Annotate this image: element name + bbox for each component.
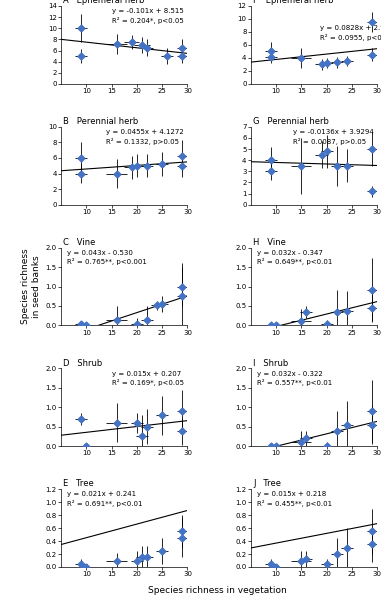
Text: y = -0.0136x + 3.9294
R² = 0.0087, p>0.05: y = -0.0136x + 3.9294 R² = 0.0087, p>0.0… xyxy=(293,129,373,145)
Text: y = 0.0828x + 2.941
R² = 0.0955, p<0.05: y = 0.0828x + 2.941 R² = 0.0955, p<0.05 xyxy=(320,25,381,41)
Text: y = 0.0455x + 4.1272
R² = 0.1332, p>0.05: y = 0.0455x + 4.1272 R² = 0.1332, p>0.05 xyxy=(106,129,184,145)
Text: C   Vine: C Vine xyxy=(64,238,96,247)
Text: y = 0.021x + 0.241
R² = 0.691**, p<0.01: y = 0.021x + 0.241 R² = 0.691**, p<0.01 xyxy=(67,491,143,507)
Text: y = 0.032x - 0.347
R² = 0.649**, p<0.01: y = 0.032x - 0.347 R² = 0.649**, p<0.01 xyxy=(257,250,332,265)
Text: y = 0.043x - 0.530
R² = 0.765**, p<0.001: y = 0.043x - 0.530 R² = 0.765**, p<0.001 xyxy=(67,250,147,265)
Text: y = -0.101x + 8.515
R² = 0.204*, p<0.05: y = -0.101x + 8.515 R² = 0.204*, p<0.05 xyxy=(112,8,184,24)
Text: D   Shrub: D Shrub xyxy=(64,359,103,368)
Text: A   Ephemeral herb: A Ephemeral herb xyxy=(64,0,145,5)
Y-axis label: Species richness
in seed banks: Species richness in seed banks xyxy=(21,248,42,325)
Text: G   Perennial herb: G Perennial herb xyxy=(253,117,329,126)
Text: F   Ephemeral herb: F Ephemeral herb xyxy=(253,0,334,5)
Text: H   Vine: H Vine xyxy=(253,238,286,247)
Text: B   Perennial herb: B Perennial herb xyxy=(64,117,139,126)
Text: y = 0.015x + 0.207
R² = 0.169*, p<0.05: y = 0.015x + 0.207 R² = 0.169*, p<0.05 xyxy=(112,371,184,386)
Text: Species richness in vegetation: Species richness in vegetation xyxy=(148,586,287,595)
Text: y = 0.015x + 0.218
R² = 0.455**, p<0.01: y = 0.015x + 0.218 R² = 0.455**, p<0.01 xyxy=(257,491,332,507)
Text: I   Shrub: I Shrub xyxy=(253,359,288,368)
Text: E   Tree: E Tree xyxy=(64,479,94,488)
Text: y = 0.032x - 0.322
R² = 0.557**, p<0.01: y = 0.032x - 0.322 R² = 0.557**, p<0.01 xyxy=(257,371,332,386)
Text: J   Tree: J Tree xyxy=(253,479,281,488)
